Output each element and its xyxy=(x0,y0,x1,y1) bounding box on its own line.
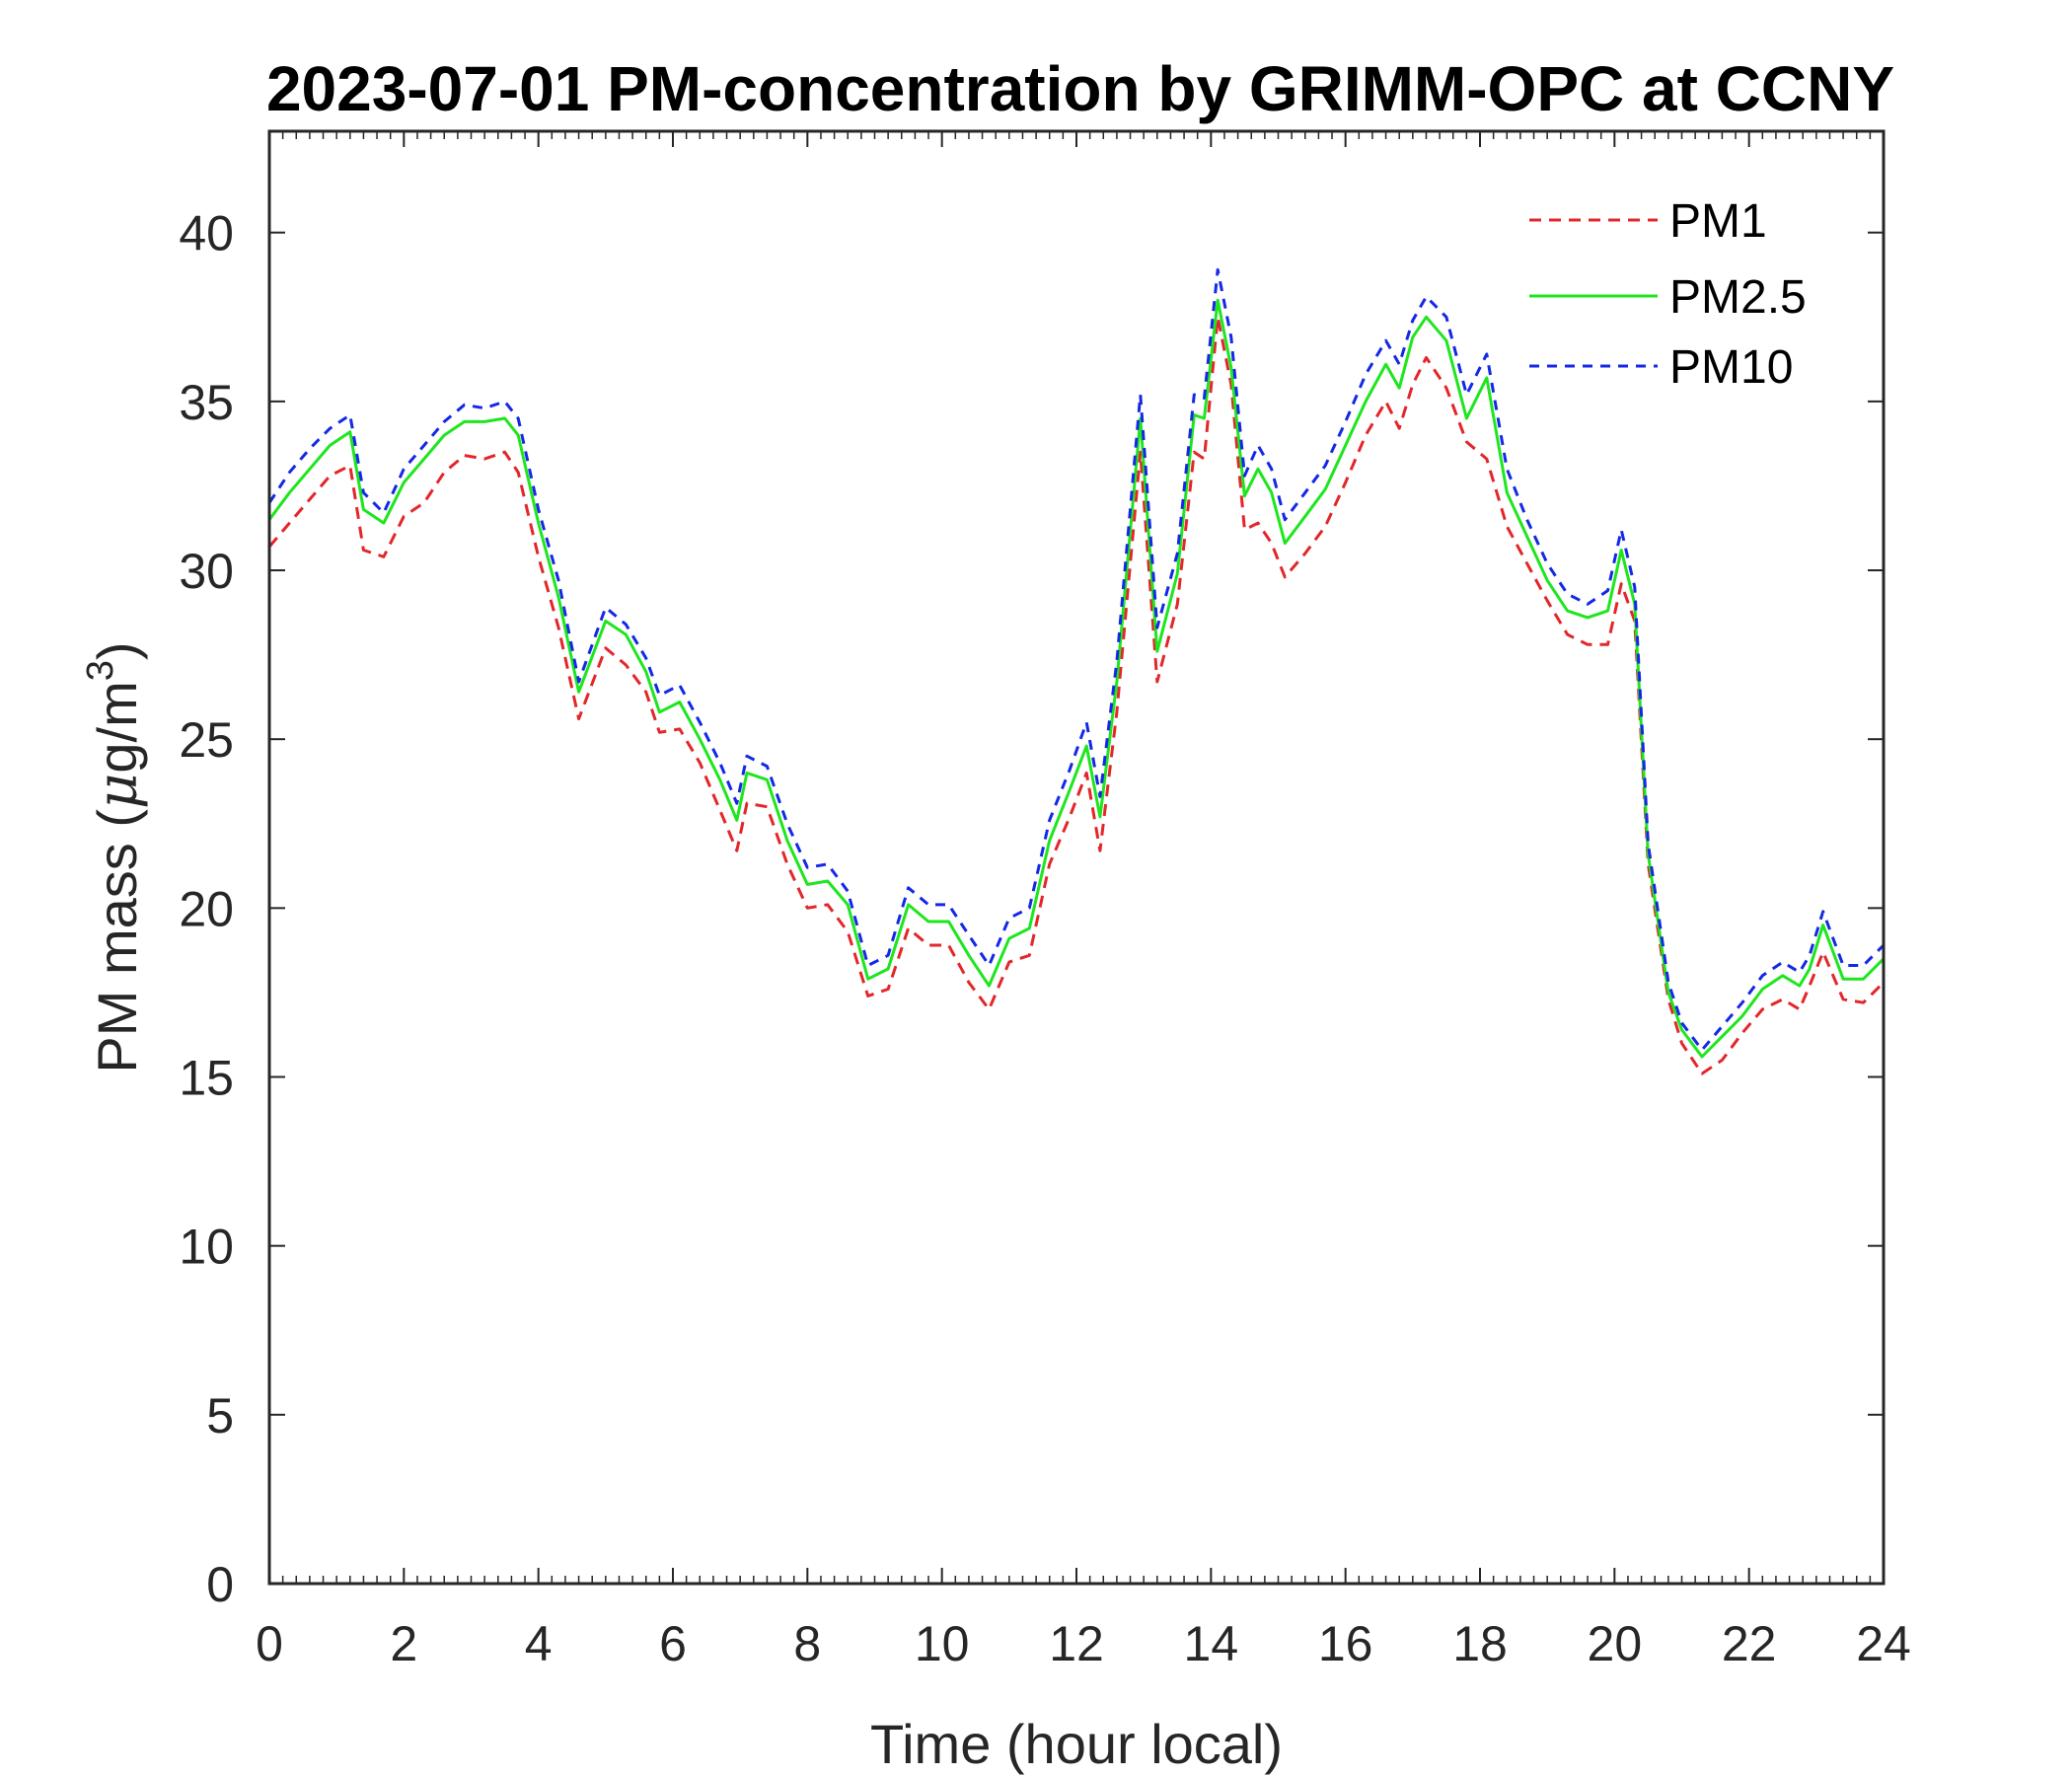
y-tick-label: 35 xyxy=(179,375,234,430)
x-tick-label: 2 xyxy=(390,1616,417,1671)
chart-title: 2023-07-01 PM-concentration by GRIMM-OPC… xyxy=(266,53,1894,124)
x-axis-label: Time (hour local) xyxy=(870,1713,1283,1775)
y-tick-label: 30 xyxy=(179,544,234,599)
x-tick-label: 12 xyxy=(1049,1616,1104,1671)
y-axis-label-exponent: 3 xyxy=(80,660,121,681)
x-tick-label: 16 xyxy=(1318,1616,1373,1671)
x-tick-label: 20 xyxy=(1588,1616,1643,1671)
x-tick-label: 4 xyxy=(525,1616,553,1671)
y-axis-label-unit: g/m xyxy=(86,681,148,773)
y-tick-label: 0 xyxy=(206,1557,234,1612)
x-tick-label: 0 xyxy=(256,1616,283,1671)
series-line-pm10 xyxy=(267,267,1886,1052)
y-tick-label: 20 xyxy=(179,881,234,936)
y-tick-label: 5 xyxy=(206,1388,234,1443)
y-tick-label: 15 xyxy=(179,1051,234,1106)
series-layer xyxy=(267,267,1886,1075)
y-axis-label-suffix: ) xyxy=(86,641,148,660)
plot-area-frame xyxy=(267,129,1886,1586)
x-tick-label: 10 xyxy=(915,1616,970,1671)
legend-label-pm1: PM1 xyxy=(1669,195,1767,248)
x-tick-label: 14 xyxy=(1184,1616,1239,1671)
legend-label-pm10: PM10 xyxy=(1669,341,1793,394)
y-axis-label: PM mass (μg/m3) xyxy=(80,641,150,1073)
x-tick-label: 24 xyxy=(1856,1616,1911,1671)
legend-entry-pm1: PM1 xyxy=(1529,195,1767,248)
y-tick-label: 25 xyxy=(179,712,234,768)
x-tick-label: 22 xyxy=(1722,1616,1777,1671)
y-axis-label-prefix: PM mass ( xyxy=(86,809,148,1073)
x-tick-label: 18 xyxy=(1452,1616,1508,1671)
legend-entry-pm10: PM10 xyxy=(1529,341,1793,394)
series-line-pm25 xyxy=(267,298,1886,1059)
x-tick-label: 8 xyxy=(793,1616,821,1671)
y-axis-label-mu: μ xyxy=(86,774,150,809)
y-tick-label: 10 xyxy=(179,1220,234,1275)
x-tick-label: 6 xyxy=(659,1616,687,1671)
y-tick-label: 40 xyxy=(179,206,234,261)
series-line-pm1 xyxy=(267,315,1886,1075)
legend-entry-pm25: PM2.5 xyxy=(1529,271,1807,324)
legend: PM1 PM2.5 PM10 xyxy=(1529,195,1807,394)
legend-label-pm25: PM2.5 xyxy=(1669,271,1807,324)
